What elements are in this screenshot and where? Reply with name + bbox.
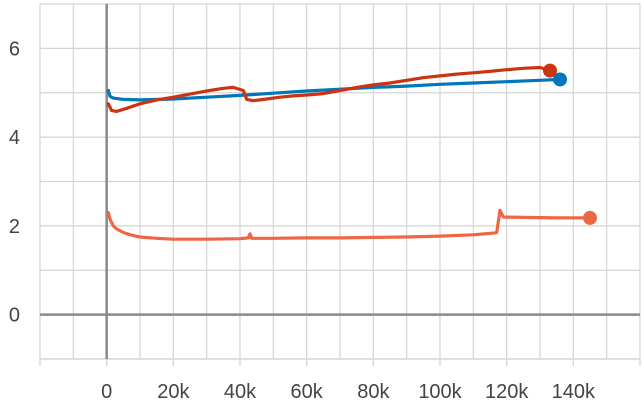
series-end-marker-0 xyxy=(553,72,567,87)
y-tick-label: 6 xyxy=(9,38,20,60)
series-line-0 xyxy=(106,77,562,102)
x-tick-label: 140k xyxy=(552,381,596,403)
x-tick-label: 40k xyxy=(224,381,257,403)
series-end-marker-2 xyxy=(583,210,597,225)
x-tick-label: 0 xyxy=(101,381,112,403)
series-layer xyxy=(106,63,597,241)
x-tick-label: 60k xyxy=(291,381,324,403)
y-tick-label: 0 xyxy=(9,305,20,327)
grid-layer xyxy=(39,3,641,366)
x-tick-label: 100k xyxy=(418,381,462,403)
x-tick-label: 80k xyxy=(357,381,390,403)
series-line-1 xyxy=(106,65,552,113)
x-tick-label: 120k xyxy=(485,381,529,403)
x-tick-label: 20k xyxy=(157,381,190,403)
y-tick-label: 4 xyxy=(9,127,20,149)
tick-label-layer: 0 20k 40k 60k 80k 100k 120k 140k 0 2 4 6 xyxy=(9,38,596,403)
y-tick-label: 2 xyxy=(9,216,20,238)
series-end-marker-1 xyxy=(543,63,557,78)
series-line-2 xyxy=(106,208,592,241)
